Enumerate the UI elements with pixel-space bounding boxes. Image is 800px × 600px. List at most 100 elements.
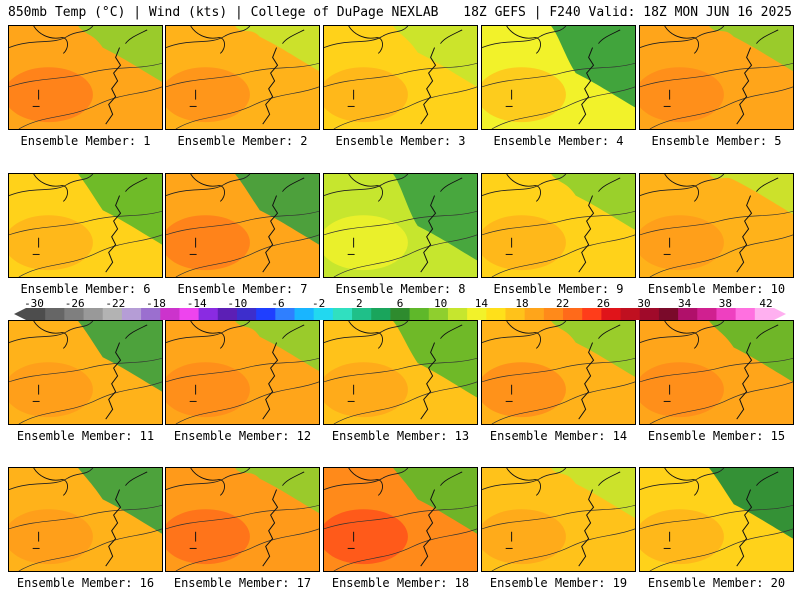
- colorbar-swatch: [141, 308, 161, 320]
- colorbar-swatch: [217, 308, 238, 320]
- colorbar-swatch: [313, 308, 334, 320]
- ensemble-member-map: [639, 173, 794, 278]
- ensemble-member-map: [323, 25, 478, 130]
- colorbar-swatch: [601, 308, 622, 320]
- colorbar-swatch: [332, 308, 353, 320]
- ensemble-member-map: [165, 467, 320, 572]
- ensemble-member-label: Ensemble Member: 14: [489, 429, 628, 443]
- colorbar-swatch: [639, 308, 660, 320]
- colorbar-swatch: [524, 308, 545, 320]
- ensemble-member-label: Ensemble Member: 6: [20, 282, 151, 296]
- colorbar-swatch: [754, 308, 775, 320]
- ensemble-member-label: Ensemble Member: 19: [489, 576, 628, 590]
- ensemble-member-map: [323, 467, 478, 572]
- ensemble-member-map: [481, 173, 636, 278]
- ensemble-member-map: [8, 173, 163, 278]
- colorbar-swatch: [697, 308, 717, 320]
- ensemble-member-map: [165, 320, 320, 425]
- colorbar-swatch: [352, 308, 372, 320]
- ensemble-member-map: [8, 467, 163, 572]
- colorbar-tick-label: -18: [146, 297, 166, 310]
- colorbar-tick-label: -22: [105, 297, 126, 310]
- ensemble-member-label: Ensemble Member: 10: [647, 282, 786, 296]
- ensemble-member-label: Ensemble Member: 18: [331, 576, 470, 590]
- ensemble-member-label: Ensemble Member: 1: [20, 134, 151, 148]
- colorbar-swatch: [620, 308, 641, 320]
- ensemble-member-map: [8, 320, 163, 425]
- colorbar-swatch: [198, 308, 219, 320]
- colorbar-tick-label: -6: [271, 297, 285, 310]
- colorbar-tick-label: -10: [227, 297, 248, 310]
- colorbar-tick-label: -26: [64, 297, 85, 310]
- colorbar-tick-label: -30: [24, 297, 44, 310]
- colorbar-swatch: [582, 308, 602, 320]
- colorbar-swatch: [26, 308, 46, 320]
- run-valid-time: 18Z GEFS | F240 Valid: 18Z MON JUN 16 20…: [463, 5, 792, 20]
- ensemble-member-label: Ensemble Member: 17: [173, 576, 312, 590]
- ensemble-member-label: Ensemble Member: 20: [647, 576, 786, 590]
- ensemble-member-map: [323, 320, 478, 425]
- colorbar-tick-label: 18: [515, 297, 529, 310]
- colorbar-swatch: [45, 308, 65, 320]
- colorbar-swatch: [179, 308, 200, 320]
- colorbar-swatch: [735, 308, 756, 320]
- ensemble-member-map: [323, 173, 478, 278]
- colorbar-swatch: [716, 308, 737, 320]
- colorbar-swatch: [160, 308, 180, 320]
- ensemble-member-label: Ensemble Member: 12: [173, 429, 312, 443]
- colorbar-tick-label: -14: [186, 297, 207, 310]
- ensemble-member-label: Ensemble Member: 15: [647, 429, 786, 443]
- colorbar-swatch: [486, 308, 506, 320]
- ensemble-member-label: Ensemble Member: 7: [177, 282, 308, 296]
- colorbar-swatch: [447, 308, 468, 320]
- ensemble-member-map: [639, 25, 794, 130]
- colorbar-tick-label: 14: [474, 297, 488, 310]
- ensemble-member-map: [165, 173, 320, 278]
- ensemble-member-label: Ensemble Member: 4: [493, 134, 624, 148]
- ensemble-member-map: [481, 467, 636, 572]
- ensemble-member-label: Ensemble Member: 9: [493, 282, 624, 296]
- colorbar-tick-label: -2: [312, 297, 326, 310]
- colorbar-tick-label: 2: [356, 297, 363, 310]
- colorbar-swatch: [563, 308, 583, 320]
- ensemble-member-map: [639, 320, 794, 425]
- colorbar-min-arrow: [14, 308, 26, 320]
- colorbar-swatch: [294, 308, 315, 320]
- colorbar-tick-label: 30: [637, 297, 651, 310]
- ensemble-member-map: [639, 467, 794, 572]
- ensemble-member-label: Ensemble Member: 5: [651, 134, 782, 148]
- map-title: 850mb Temp (°C) | Wind (kts) | College o…: [8, 5, 439, 20]
- colorbar-swatch: [409, 308, 430, 320]
- colorbar-swatch: [83, 308, 104, 320]
- ensemble-member-label: Ensemble Member: 3: [335, 134, 466, 148]
- colorbar-tick-label: 6: [396, 297, 404, 310]
- colorbar-swatch: [371, 308, 391, 320]
- colorbar-swatch: [658, 308, 679, 320]
- colorbar-swatch: [102, 308, 123, 320]
- ensemble-member-map: [481, 320, 636, 425]
- colorbar-tick-label: 10: [434, 297, 448, 310]
- colorbar-swatch: [467, 308, 487, 320]
- ensemble-member-label: Ensemble Member: 16: [16, 576, 155, 590]
- ensemble-member-map: [165, 25, 320, 130]
- colorbar-swatch: [275, 308, 296, 320]
- colorbar-swatch: [256, 308, 276, 320]
- colorbar-swatch: [678, 308, 698, 320]
- colorbar-tick-label: 38: [718, 297, 732, 310]
- temperature-colorbar: [14, 308, 786, 320]
- ensemble-member-map: [481, 25, 636, 130]
- colorbar-swatch: [390, 308, 411, 320]
- colorbar-swatch: [64, 308, 85, 320]
- colorbar-tick-label: 34: [678, 297, 692, 310]
- colorbar-swatch: [543, 308, 564, 320]
- colorbar-tick-label: 26: [596, 297, 610, 310]
- colorbar-max-arrow: [774, 308, 786, 320]
- ensemble-member-map: [8, 25, 163, 130]
- colorbar-tick-label: 42: [759, 297, 773, 310]
- ensemble-member-label: Ensemble Member: 11: [16, 429, 155, 443]
- colorbar-swatch: [505, 308, 526, 320]
- colorbar-tick-label: 22: [556, 297, 570, 310]
- colorbar-swatch: [121, 308, 142, 320]
- ensemble-member-label: Ensemble Member: 8: [335, 282, 466, 296]
- colorbar-swatch: [428, 308, 449, 320]
